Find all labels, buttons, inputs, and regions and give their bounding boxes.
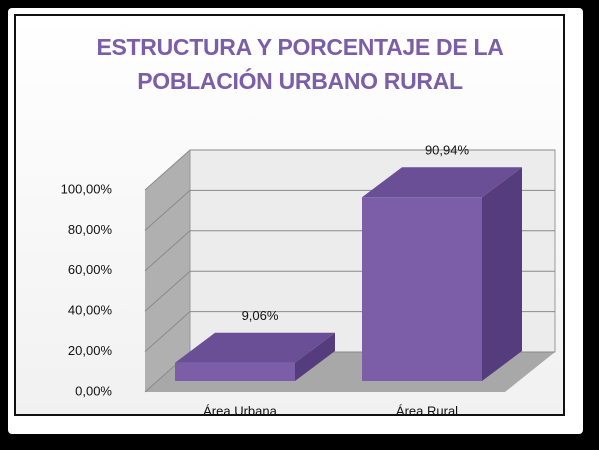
- y-tick-label: 0,00%: [75, 383, 112, 398]
- side-wall: [145, 150, 190, 392]
- x-tick-label: Área Rural: [396, 403, 458, 418]
- bar: [362, 167, 522, 381]
- bar-top: [362, 167, 522, 198]
- bar-side: [295, 332, 335, 381]
- value-label: 9,06%: [242, 308, 279, 323]
- bar: [175, 332, 335, 381]
- y-tick-label: 20,00%: [68, 343, 113, 358]
- chart-title: ESTRUCTURA Y PORCENTAJE DE LA POBLACIÓN …: [96, 34, 504, 94]
- y-tick-label: 80,00%: [68, 222, 113, 237]
- value-label: 90,94%: [425, 143, 470, 158]
- bar-side: [482, 167, 522, 381]
- y-tick-label: 100,00%: [61, 181, 113, 196]
- bar-front: [175, 362, 295, 381]
- grid-line: [144, 149, 555, 191]
- y-tick-label: 60,00%: [68, 262, 113, 277]
- y-tick-label: 40,00%: [68, 303, 113, 318]
- x-tick-label: Área Urbana: [203, 403, 277, 418]
- bar-front: [362, 197, 482, 381]
- bar-top: [175, 332, 335, 363]
